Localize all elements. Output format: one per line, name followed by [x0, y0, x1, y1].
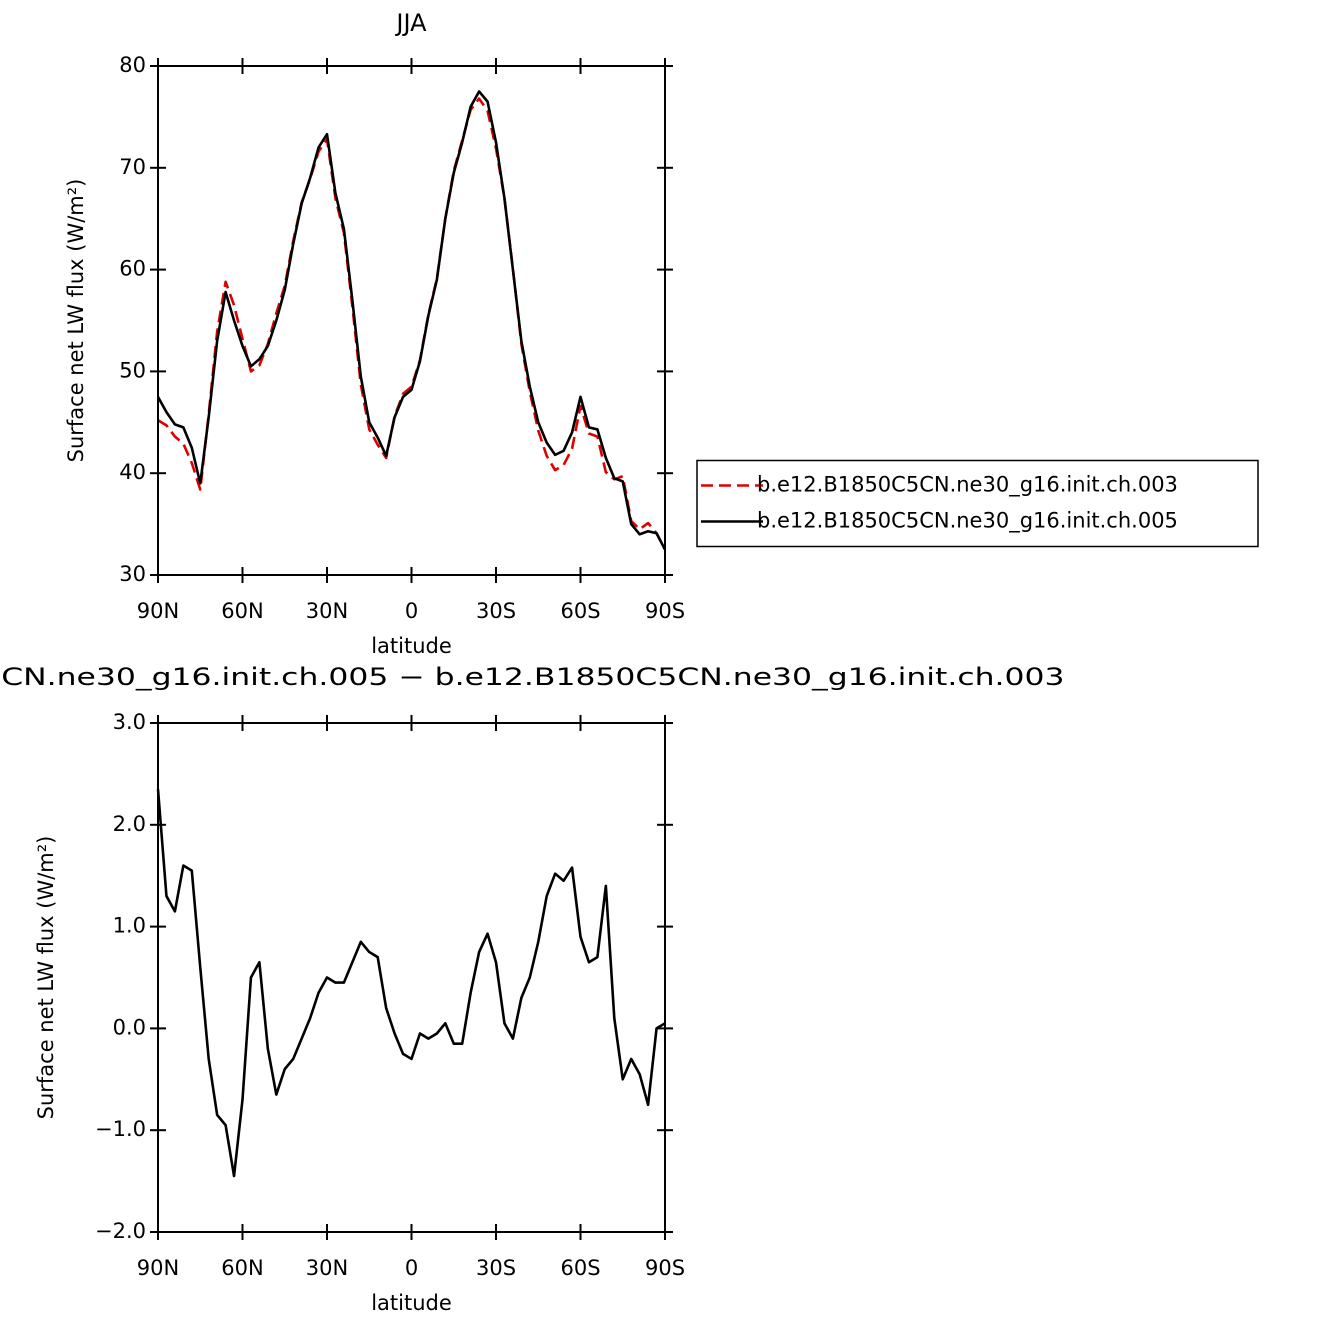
legend-box	[696, 459, 1259, 548]
y-tick-label: 30	[119, 562, 146, 586]
x-tick-label: 60N	[221, 1256, 263, 1280]
y-tick-label: 70	[119, 155, 146, 179]
legend-label: b.e12.B1850C5CN.ne30_g16.init.ch.003	[757, 473, 1178, 498]
y-tick-label: 1.0	[113, 914, 146, 938]
x-axis-label: latitude	[371, 634, 452, 658]
x-tick-label: 90S	[645, 599, 685, 623]
y-tick-label: 2.0	[113, 812, 146, 836]
y-tick-label: −2.0	[95, 1219, 146, 1243]
x-tick-label: 30N	[306, 599, 348, 623]
data-line	[157, 97, 667, 551]
y-tick-label: 60	[119, 257, 146, 281]
x-tick-label: 0	[405, 1256, 418, 1280]
x-tick-label: 60S	[560, 1256, 600, 1280]
data-line	[156, 789, 666, 1178]
x-tick-label: 90N	[137, 599, 179, 623]
legend: b.e12.B1850C5CN.ne30_g16.init.ch.003 b.e1…	[696, 459, 1259, 548]
chart-title: b.e12.B1850C5CN.ne30_g16.init.ch.005 − b…	[0, 663, 1065, 691]
y-tick-label: 40	[119, 460, 146, 484]
y-tick-label: 3.0	[113, 710, 146, 734]
data-line	[156, 90, 667, 551]
x-tick-label: 30S	[476, 1256, 516, 1280]
y-axis-label: Surface net LW flux (W/m²)	[64, 179, 88, 463]
x-tick-label: 0	[405, 599, 418, 623]
y-tick-label: 80	[119, 53, 146, 77]
x-tick-label: 90N	[137, 1256, 179, 1280]
y-tick-label: −1.0	[95, 1117, 146, 1141]
chart-title: JJA	[394, 9, 427, 37]
plot-frame	[157, 722, 666, 1233]
y-axis-label: Surface net LW flux (W/m²)	[34, 836, 58, 1120]
x-axis-label: latitude	[371, 1291, 452, 1315]
x-tick-label: 90S	[645, 1256, 685, 1280]
legend-label: b.e12.B1850C5CN.ne30_g16.init.ch.005	[757, 509, 1178, 534]
y-tick-label: 0.0	[113, 1015, 146, 1039]
plot-frame	[157, 65, 666, 576]
y-tick-label: 50	[119, 358, 146, 382]
x-tick-label: 60S	[560, 599, 600, 623]
x-tick-label: 60N	[221, 599, 263, 623]
x-tick-label: 30N	[306, 1256, 348, 1280]
x-tick-label: 30S	[476, 599, 516, 623]
